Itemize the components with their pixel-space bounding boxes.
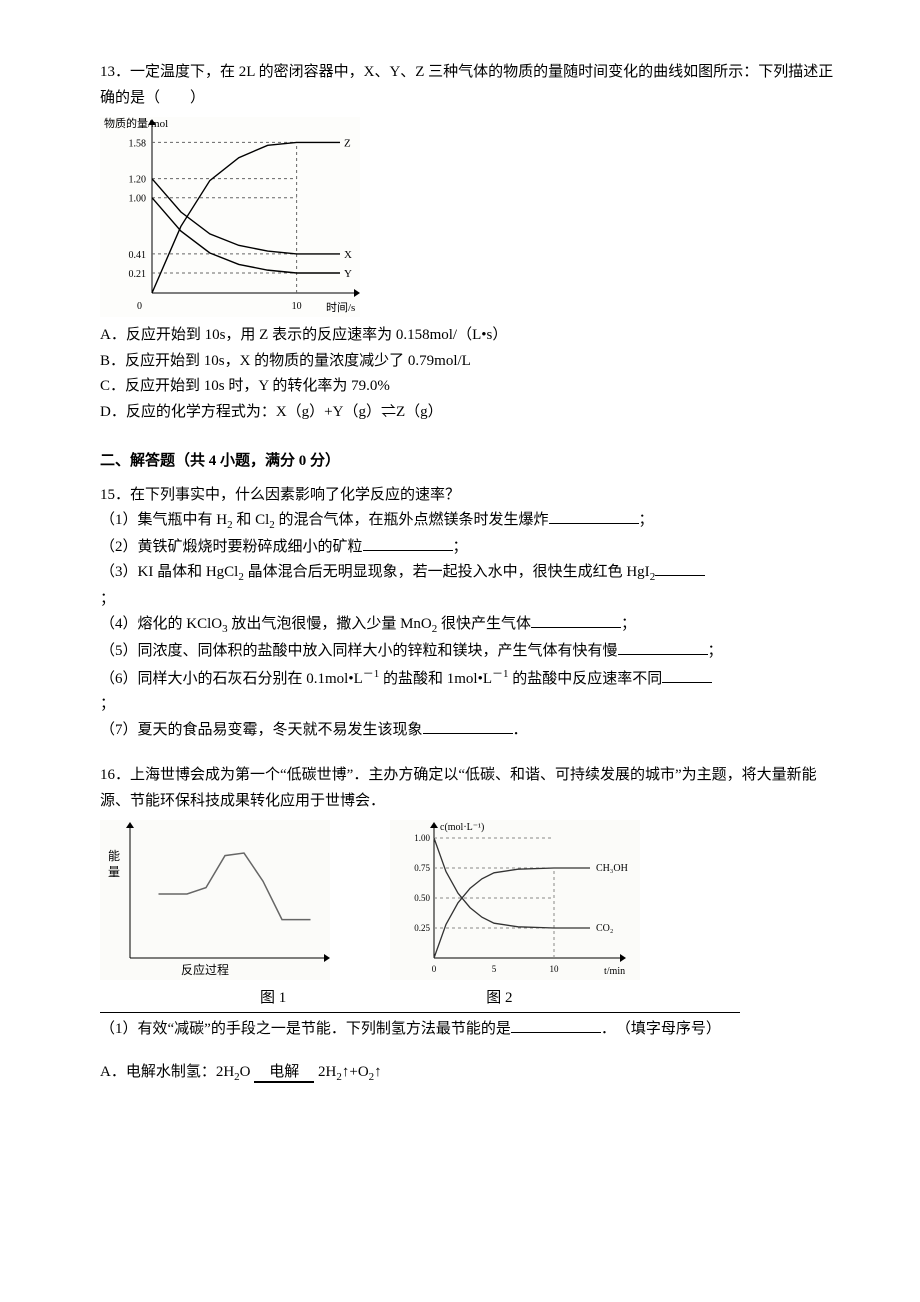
question-13: 13．一定温度下，在 2L 的密闭容器中，X、Y、Z 三种气体的物质的量随时间变…	[100, 60, 840, 425]
q16-sub1: （1）有效“减碳”的手段之一是节能．下列制氢方法最节能的是． （填字母序号）	[100, 1017, 840, 1043]
blank[interactable]	[511, 1017, 601, 1033]
svg-text:0: 0	[137, 301, 142, 312]
svg-text:Z: Z	[344, 137, 351, 149]
svg-text:5: 5	[492, 964, 497, 974]
q13-stem: 13．一定温度下，在 2L 的密闭容器中，X、Y、Z 三种气体的物质的量随时间变…	[100, 60, 840, 111]
q15-sub7: （7）夏天的食品易变霉，冬天就不易发生该现象．	[100, 718, 840, 744]
svg-text:0.50: 0.50	[414, 893, 430, 903]
q16-figures: 能量反应过程 c(mol·L⁻¹) t/min 0.25 0.50 0.75 1.00 0 5…	[100, 820, 840, 980]
q13-option-b: B．反应开始到 10s，X 的物质的量浓度减少了 0.79mol/L	[100, 349, 840, 375]
q15-sub1: （1）集气瓶中有 H2 和 Cl2 的混合气体，在瓶外点燃镁条时发生爆炸；	[100, 508, 840, 535]
svg-text:反应过程: 反应过程	[181, 962, 229, 977]
svg-text:物质的量/mol: 物质的量/mol	[104, 117, 168, 130]
svg-text:1.00: 1.00	[414, 833, 430, 843]
figcap-1: 图 1	[260, 986, 286, 1012]
svg-text:时间/s: 时间/s	[326, 301, 355, 314]
svg-text:10: 10	[292, 301, 302, 312]
svg-text:1.20: 1.20	[129, 175, 147, 186]
svg-text:X: X	[344, 249, 352, 261]
svg-text:0.41: 0.41	[129, 250, 147, 261]
q15-sub4: （4）熔化的 KClO3 放出气泡很慢，撒入少量 MnO2 很快产生气体；	[100, 612, 840, 639]
svg-text:0.25: 0.25	[414, 923, 430, 933]
q15-sub6: （6）同样大小的石灰石分别在 0.1mol•L－1 的盐酸和 1mol•L－1 …	[100, 665, 840, 718]
svg-text:10: 10	[550, 964, 560, 974]
blank[interactable]	[662, 667, 712, 683]
q15-sub3: （3）KI 晶体和 HgCl2 晶体混合后无明显现象，若一起投入水中，很快生成红…	[100, 560, 840, 612]
reaction-condition: 电解	[254, 1064, 314, 1083]
blank[interactable]	[423, 718, 513, 734]
section-2-heading: 二、解答题（共 4 小题，满分 0 分）	[100, 449, 840, 475]
q16-fig2: c(mol·L⁻¹) t/min 0.25 0.50 0.75 1.00 0 5 10 CH₃OH…	[390, 820, 640, 980]
q15-stem: 15．在下列事实中，什么因素影响了化学反应的速率？	[100, 483, 840, 509]
svg-text:0.75: 0.75	[414, 863, 430, 873]
svg-text:能: 能	[108, 849, 120, 863]
svg-text:c(mol·L⁻¹): c(mol·L⁻¹)	[440, 822, 484, 833]
q16-option-a: A．电解水制氢：2H2O 电解 2H2↑+O2↑	[100, 1060, 840, 1087]
blank[interactable]	[618, 639, 708, 655]
q15-sub5: （5）同浓度、同体积的盐酸中放入同样大小的锌粒和镁块，产生气体有快有慢；	[100, 639, 840, 665]
q13-option-d: D．反应的化学方程式为：X（g）+Y（g）⇌Z（g）	[100, 400, 840, 426]
blank[interactable]	[655, 560, 705, 576]
q13-chart: 物质的量/mol 时间/s 0.21 0.41 1.00 1.20 1.58 10 0 Z XY	[100, 117, 360, 317]
svg-text:0.21: 0.21	[129, 269, 147, 280]
q16-stem: 16．上海世博会成为第一个“低碳世博”．主办方确定以“低碳、和谐、可持续发展的城…	[100, 763, 840, 814]
q13-option-c: C．反应开始到 10s 时，Y 的转化率为 79.0%	[100, 374, 840, 400]
blank[interactable]	[531, 612, 621, 628]
q16-figure-captions: 图 1 图 2	[100, 986, 740, 1013]
figcap-2: 图 2	[486, 986, 512, 1012]
blank[interactable]	[549, 508, 639, 524]
svg-text:0: 0	[432, 964, 437, 974]
svg-text:量: 量	[108, 865, 120, 879]
q13-option-a: A．反应开始到 10s，用 Z 表示的反应速率为 0.158mol/（L•s）	[100, 323, 840, 349]
q16-fig1: 能量反应过程	[100, 820, 330, 980]
svg-text:1.58: 1.58	[129, 138, 147, 149]
svg-text:Y: Y	[344, 268, 352, 280]
q15-sub2: （2）黄铁矿煅烧时要粉碎成细小的矿粒；	[100, 535, 840, 561]
svg-text:1.00: 1.00	[129, 194, 147, 205]
svg-text:t/min: t/min	[604, 966, 625, 977]
svg-text:CH₃OH: CH₃OH	[596, 863, 628, 874]
question-16: 16．上海世博会成为第一个“低碳世博”．主办方确定以“低碳、和谐、可持续发展的城…	[100, 763, 840, 1087]
svg-text:CO₂: CO₂	[596, 923, 613, 934]
question-15: 15．在下列事实中，什么因素影响了化学反应的速率？ （1）集气瓶中有 H2 和 …	[100, 483, 840, 744]
blank[interactable]	[363, 535, 453, 551]
